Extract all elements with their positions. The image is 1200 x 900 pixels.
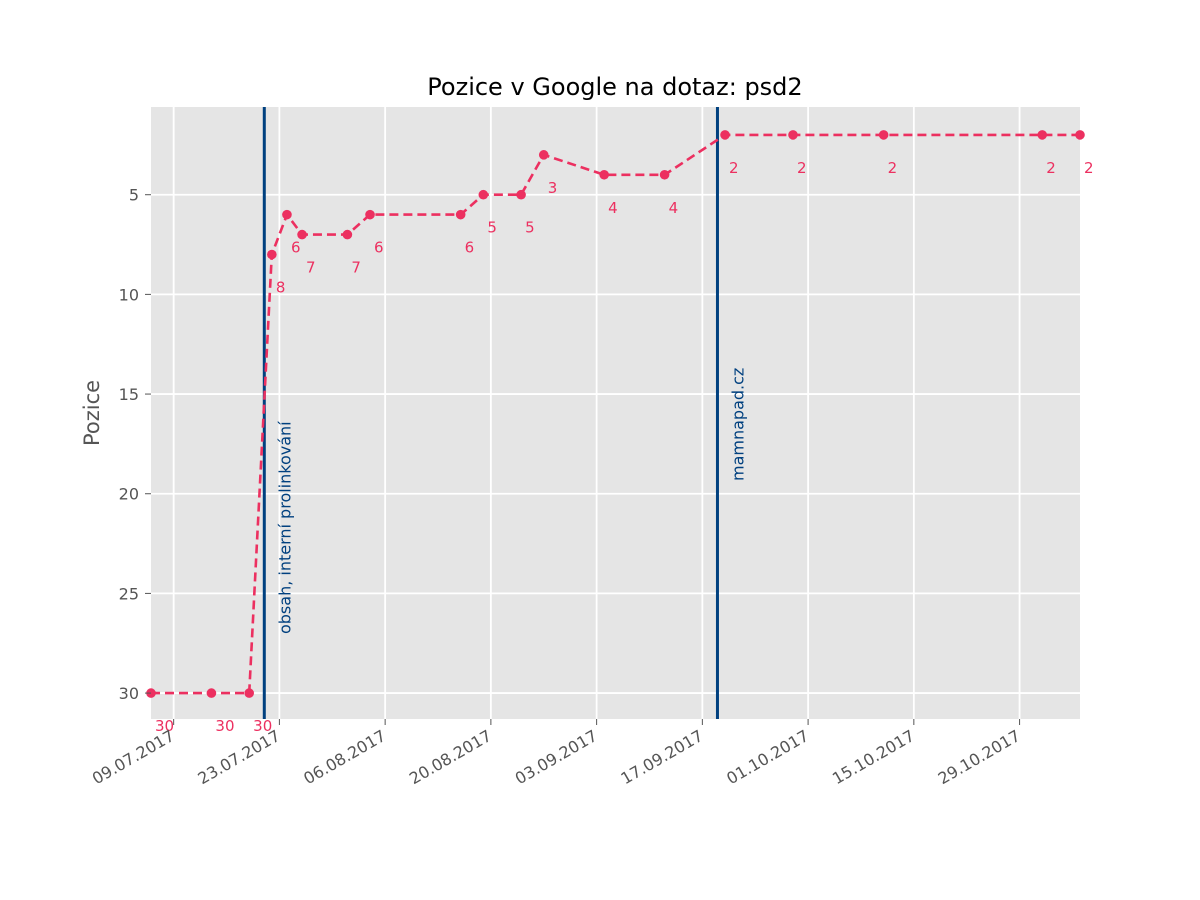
data-label: 7 (306, 259, 316, 277)
y-tick-label: 15 (119, 385, 139, 404)
data-point (282, 209, 292, 220)
data-label: 2 (797, 159, 807, 177)
chart-title: Pozice v Google na dotaz: psd2 (427, 73, 802, 101)
data-label: 2 (729, 159, 739, 177)
data-label: 6 (291, 239, 301, 257)
data-label: 2 (888, 159, 898, 177)
data-label: 5 (487, 219, 497, 237)
y-tick-label: 30 (119, 684, 139, 703)
data-label: 30 (155, 717, 174, 735)
data-label: 8 (276, 279, 286, 297)
data-point (267, 249, 277, 260)
data-label: 7 (351, 259, 361, 277)
data-point (342, 229, 353, 240)
data-point (455, 209, 466, 220)
data-label: 30 (215, 717, 234, 735)
data-point (878, 130, 889, 140)
data-label: 5 (525, 219, 535, 237)
data-label: 4 (669, 199, 679, 217)
plot-area (151, 107, 1080, 719)
data-label: 3 (548, 179, 558, 197)
data-point (788, 130, 798, 140)
data-point (206, 688, 217, 698)
annotation-label: obsah, interní prolinkování (275, 421, 294, 634)
data-point (1075, 130, 1085, 140)
data-point (516, 189, 526, 200)
data-point (297, 229, 307, 240)
data-label: 4 (608, 199, 618, 217)
data-point (365, 209, 375, 220)
data-label: 6 (465, 239, 475, 257)
data-label: 2 (1084, 159, 1094, 177)
data-point (720, 130, 730, 140)
data-label: 6 (374, 239, 384, 257)
y-axis: 5 10 15 20 25 30 (119, 186, 151, 703)
y-tick-label: 10 (119, 285, 139, 304)
y-tick-label: 25 (119, 584, 139, 603)
data-label: 2 (1046, 159, 1056, 177)
y-tick-label: 5 (129, 186, 139, 205)
data-label: 30 (253, 717, 272, 735)
data-point (244, 688, 254, 698)
data-point (478, 189, 489, 200)
y-axis-label: Pozice (80, 380, 104, 446)
grid-lines (151, 107, 1080, 719)
data-point (1037, 130, 1048, 140)
data-point (599, 169, 609, 180)
annotation-label: mamnapad.cz (728, 368, 747, 481)
data-point (538, 150, 549, 160)
y-tick-label: 20 (119, 485, 139, 504)
data-point (659, 169, 670, 180)
